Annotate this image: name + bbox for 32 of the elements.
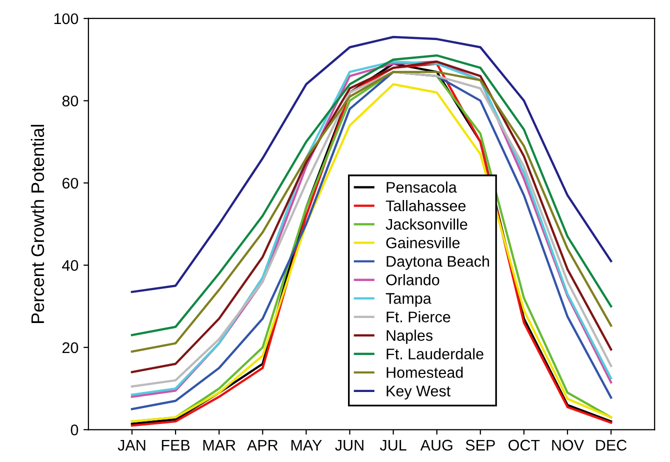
legend-label: Orlando <box>386 274 440 286</box>
legend-label: Jacksonville <box>386 218 468 230</box>
legend-label: Key West <box>386 386 451 400</box>
y-tick-label: 100 <box>54 13 78 24</box>
x-tick-label: JAN <box>118 440 146 451</box>
x-tick-label: JUN <box>335 440 364 451</box>
x-tick-label: APR <box>246 440 278 450</box>
legend-label: Ft. Pierce <box>386 311 450 322</box>
x-tick-label: MAY <box>291 440 322 450</box>
legend-label: Ft. Lauderdale <box>386 348 484 360</box>
legend-label: Pensacola <box>386 182 457 193</box>
legend-label: Gainesville <box>386 237 460 248</box>
x-tick-label: JUL <box>380 440 406 451</box>
x-tick-label: AUG <box>420 440 452 451</box>
y-tick-label: 0 <box>70 424 78 436</box>
line-series <box>130 36 612 294</box>
x-tick-label: FEB <box>162 440 190 450</box>
y-tick-label: 80 <box>62 96 78 106</box>
x-tick-label: MAR <box>203 440 236 450</box>
legend-label: Tallahassee <box>386 200 466 212</box>
y-tick-label: 60 <box>62 178 78 189</box>
legend-label: Daytona Beach <box>386 256 489 270</box>
x-tick-label: SEP <box>466 440 495 451</box>
y-axis-title: Percent Growth Potential <box>30 124 44 323</box>
legend-label: Naples <box>386 330 433 344</box>
legend-label: Homestead <box>386 366 463 378</box>
legend-label: Tampa <box>386 293 432 307</box>
y-tick-label: 40 <box>62 260 78 271</box>
x-tick-label: OCT <box>508 440 540 451</box>
y-tick-label: 20 <box>62 342 78 354</box>
x-tick-label: NOV <box>552 440 584 451</box>
x-tick-label: DEC <box>596 440 627 451</box>
